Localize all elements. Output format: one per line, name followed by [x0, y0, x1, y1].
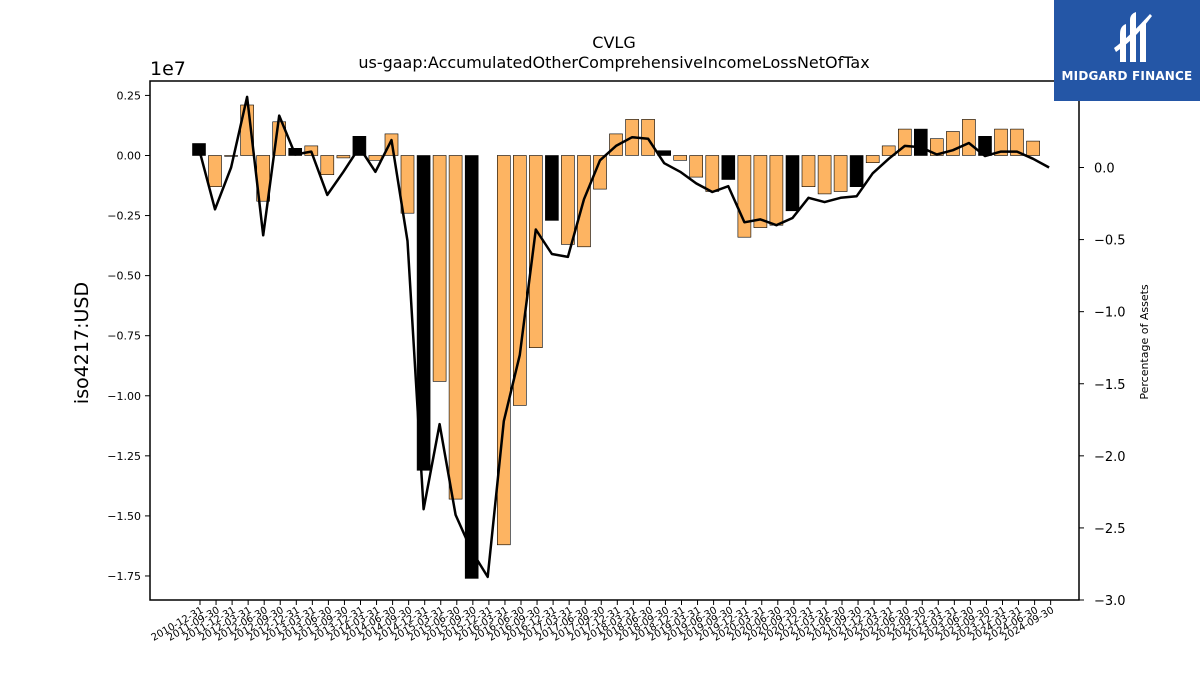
bar — [817, 155, 832, 195]
logo-text: MIDGARD FINANCE — [1061, 69, 1193, 83]
bar — [721, 155, 736, 180]
y-offset-label: 1e7 — [150, 58, 186, 80]
bar — [1010, 128, 1024, 156]
bar — [545, 155, 559, 221]
y-tick-label: 0.25 — [117, 89, 142, 102]
bar — [865, 155, 880, 163]
bar — [561, 155, 575, 245]
bar — [432, 155, 447, 382]
bar — [913, 128, 928, 156]
midgard-finance-logo: MIDGARD FINANCE — [1054, 0, 1200, 101]
y2-tick-label: −1.0 — [1094, 306, 1126, 321]
bar — [737, 155, 752, 238]
y-tick-label: −0.75 — [107, 330, 141, 343]
y2-axis: 0.50.0−0.5−1.0−1.5−2.0−2.5−3.0 — [1079, 89, 1126, 609]
y-tick-label: 0.00 — [117, 149, 142, 162]
bar — [833, 155, 848, 192]
y-tick-label: −1.25 — [107, 450, 141, 463]
y-tick-label: −1.75 — [107, 570, 141, 583]
y2-tick-label: −0.5 — [1094, 234, 1126, 249]
chart-subtitle: us-gaap:AccumulatedOtherComprehensiveInc… — [358, 53, 869, 72]
bar — [705, 155, 720, 192]
bar — [320, 155, 335, 176]
y2-tick-label: −2.5 — [1094, 522, 1126, 537]
bar — [448, 155, 463, 500]
x-axis: 2010-12-312011-09-302011-12-312012-03-31… — [150, 600, 1056, 644]
midgard-logo-icon — [1114, 12, 1152, 62]
bar — [224, 155, 238, 157]
bar — [881, 145, 896, 156]
percentage-line-layer — [197, 95, 1050, 579]
bar — [464, 155, 479, 579]
y2-axis-label: Percentage of Assets — [1138, 284, 1151, 400]
y-tick-label: −1.50 — [107, 510, 141, 523]
y2-tick-label: −3.0 — [1094, 594, 1126, 609]
bar — [849, 155, 864, 188]
plot-frame — [149, 80, 1080, 601]
bar — [496, 155, 511, 546]
bar — [368, 155, 383, 161]
bars-layer — [192, 104, 1040, 579]
bar — [416, 155, 431, 471]
bar — [400, 155, 415, 214]
bar — [785, 155, 800, 212]
bar — [593, 155, 607, 190]
y-axis-label: iso4217:USD — [71, 282, 93, 404]
bar — [528, 155, 543, 348]
bar — [962, 119, 976, 156]
y-axis: 0.25 0.00 −0.25 −0.50 −0.75 −1.00 −1.25 −1.50 −1… — [107, 89, 150, 583]
bar — [753, 155, 768, 228]
bar — [897, 128, 912, 156]
bar — [769, 155, 784, 226]
bar — [336, 155, 351, 159]
percentage-line — [197, 95, 1050, 579]
y2-tick-label: −1.5 — [1094, 378, 1126, 393]
bar — [512, 155, 527, 406]
y2-tick-label: −2.0 — [1094, 450, 1126, 465]
bar — [994, 128, 1008, 156]
bar — [1026, 140, 1040, 156]
bar — [673, 155, 688, 161]
y-tick-label: −0.50 — [107, 270, 141, 283]
chart-title: CVLG — [592, 33, 635, 52]
bar — [689, 155, 704, 178]
bar — [208, 155, 222, 188]
bar — [801, 155, 816, 188]
y-tick-label: −0.25 — [107, 210, 141, 223]
y2-tick-label: 0.0 — [1094, 162, 1115, 177]
y-tick-label: −1.00 — [107, 390, 141, 403]
